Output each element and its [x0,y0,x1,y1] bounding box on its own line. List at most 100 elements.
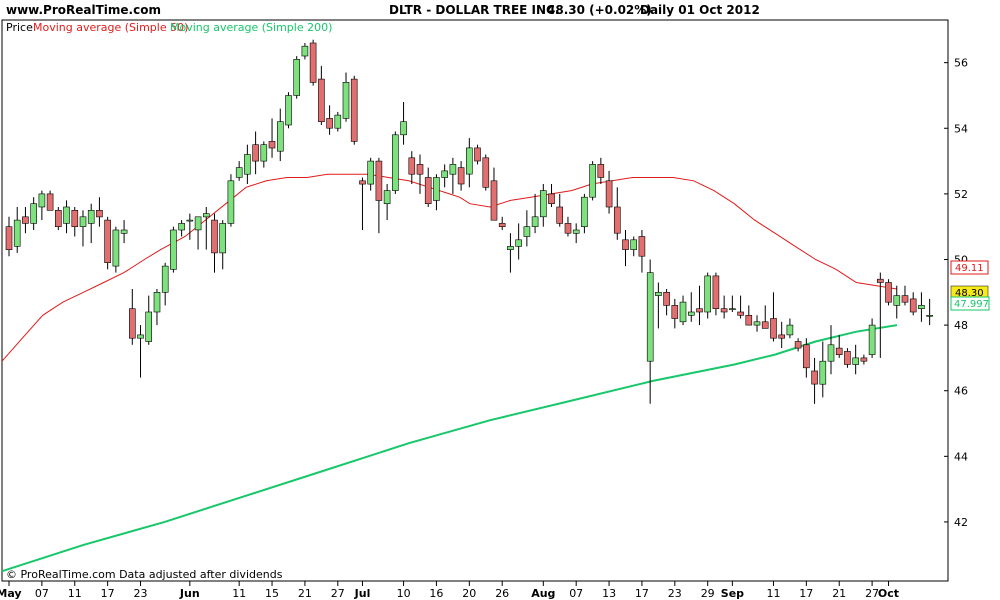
candle[interactable] [729,295,736,312]
candle[interactable] [30,197,38,230]
candle[interactable] [835,334,843,358]
candle[interactable] [375,157,383,234]
candle[interactable] [293,56,301,99]
candle[interactable] [194,216,202,250]
candle[interactable] [71,207,79,237]
candle[interactable] [252,131,259,175]
candle[interactable] [96,197,103,227]
candle[interactable] [13,207,21,253]
candle[interactable] [885,279,892,306]
candle[interactable] [581,193,588,234]
candle[interactable] [474,144,481,165]
candle[interactable] [564,216,572,237]
candle[interactable] [556,193,564,227]
candle[interactable] [860,354,868,365]
candle[interactable] [918,292,925,322]
candle[interactable] [227,174,235,227]
candle[interactable] [63,200,70,234]
candle[interactable] [391,131,399,194]
candle[interactable] [383,184,391,221]
candle[interactable] [778,321,786,349]
candle[interactable] [498,216,506,230]
candle[interactable] [655,282,662,329]
candle[interactable] [301,43,309,60]
candle[interactable] [868,318,876,358]
candle[interactable] [104,216,111,270]
candle[interactable] [112,226,120,273]
candle[interactable] [268,118,276,158]
candle[interactable] [260,141,268,168]
candle[interactable] [153,289,161,326]
candle[interactable] [663,289,670,316]
candle[interactable] [424,167,432,207]
candle[interactable] [679,295,687,326]
candle[interactable] [433,174,440,211]
candle[interactable] [539,184,547,227]
candle[interactable] [367,157,375,191]
candle[interactable] [515,223,522,260]
candle[interactable] [622,230,629,267]
candle[interactable] [687,292,695,322]
candle[interactable] [457,161,465,191]
candle[interactable] [186,213,194,240]
candle[interactable] [589,161,596,201]
candle[interactable] [244,144,251,184]
candle[interactable] [178,220,185,237]
candle[interactable] [465,138,473,188]
candle[interactable] [597,157,605,184]
candle[interactable] [802,338,810,378]
candle[interactable] [203,207,210,250]
candle[interactable] [482,154,490,191]
candle[interactable] [786,318,794,339]
candle[interactable] [720,295,728,319]
candle[interactable] [523,210,531,247]
candle[interactable] [548,184,555,207]
candle[interactable] [704,272,712,319]
candle[interactable] [926,298,933,326]
candle[interactable] [441,164,449,188]
candle[interactable] [696,285,703,326]
candle[interactable] [646,259,654,404]
candle[interactable] [170,226,177,273]
candle[interactable] [38,190,46,221]
candle[interactable] [671,298,679,329]
candle[interactable] [844,348,851,368]
candle[interactable] [737,295,744,319]
candle[interactable] [490,167,498,221]
candle[interactable] [219,220,226,270]
candle[interactable] [416,154,424,194]
candle[interactable] [761,305,769,329]
candle[interactable] [449,157,457,194]
candle[interactable] [753,315,761,332]
candle[interactable] [120,220,128,244]
candle[interactable] [408,151,416,184]
candle[interactable] [572,223,580,244]
candle[interactable] [531,193,539,234]
candle[interactable] [507,233,514,273]
candle[interactable] [79,210,87,247]
candle[interactable] [794,338,802,352]
candle[interactable] [22,207,29,234]
candle[interactable] [712,272,720,316]
candle[interactable] [211,213,218,273]
candle[interactable] [285,92,292,129]
candle[interactable] [811,357,818,404]
candle[interactable] [745,305,753,326]
candle[interactable] [161,262,169,306]
candle[interactable] [400,102,407,145]
candle[interactable] [827,325,835,375]
candle[interactable] [334,111,342,132]
candle[interactable] [876,272,884,358]
candle[interactable] [342,72,350,122]
candle[interactable] [129,289,136,345]
candle[interactable] [901,285,909,306]
candle[interactable] [5,216,13,257]
candle[interactable] [893,285,901,319]
candle[interactable] [605,170,613,214]
candle[interactable] [46,190,54,211]
candle[interactable] [309,39,317,86]
candle[interactable] [630,236,638,257]
candle[interactable] [326,105,333,135]
candle[interactable] [87,203,95,244]
